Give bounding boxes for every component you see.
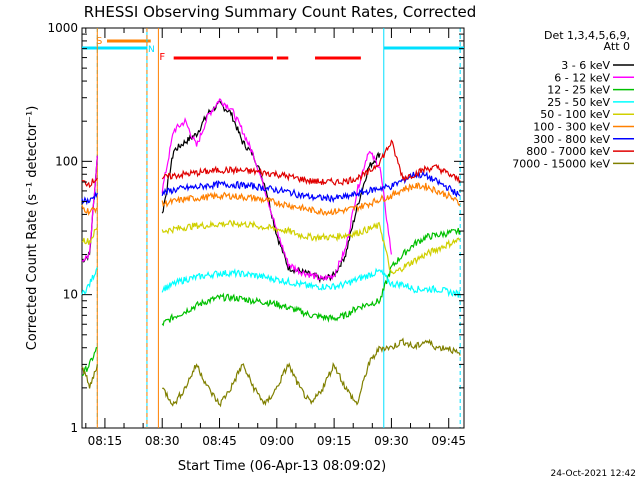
legend-label: 3 - 6 keV bbox=[561, 59, 610, 72]
night-flag-label: N bbox=[148, 45, 155, 55]
legend-label: 50 - 100 keV bbox=[540, 108, 610, 121]
x-tick-label: 09:00 bbox=[260, 434, 295, 448]
series-line-3 bbox=[161, 267, 461, 298]
y-tick-label: 1000 bbox=[47, 21, 78, 35]
series-line-1 bbox=[81, 155, 98, 263]
x-tick-label: 08:15 bbox=[88, 434, 123, 448]
flare-flag-label: F bbox=[159, 52, 165, 63]
y-tick-label: 1 bbox=[70, 421, 78, 435]
x-tick-label: 09:45 bbox=[431, 434, 466, 448]
x-tick-label: 08:45 bbox=[202, 434, 237, 448]
legend-subtitle: Att 0 bbox=[604, 40, 630, 53]
saa-flag-label: S bbox=[96, 36, 102, 47]
x-axis: 08:15 08:30 08:45 09:00 09:15 09:30 09:45 bbox=[85, 28, 466, 448]
series-line-2 bbox=[81, 347, 98, 377]
series-line-5 bbox=[161, 182, 461, 217]
series-line-6 bbox=[81, 191, 98, 206]
plot-area bbox=[81, 27, 465, 429]
x-axis-label: Start Time (06-Apr-13 08:09:02) bbox=[178, 459, 386, 474]
series-line-0 bbox=[161, 100, 381, 284]
y-tick-label: 10 bbox=[63, 288, 78, 302]
series-line-6 bbox=[161, 170, 461, 204]
legend-label: 7000 - 15000 keV bbox=[512, 157, 610, 170]
series-line-7 bbox=[161, 139, 461, 186]
series-layer bbox=[81, 98, 461, 408]
series-line-2 bbox=[161, 227, 461, 327]
legend-label: 6 - 12 keV bbox=[554, 71, 610, 84]
series-line-3 bbox=[81, 267, 98, 296]
y-axis: 1 10 100 1000 bbox=[47, 21, 464, 435]
series-line-4 bbox=[161, 219, 461, 275]
series-line-5 bbox=[81, 204, 98, 217]
flags-layer: S NF bbox=[82, 36, 464, 63]
legend-label: 800 - 7000 keV bbox=[526, 145, 610, 158]
series-line-1 bbox=[161, 98, 392, 281]
y-axis-label: Corrected Count Rate (s⁻¹ detector⁻¹) bbox=[25, 106, 40, 351]
x-tick-label: 09:30 bbox=[374, 434, 409, 448]
x-tick-label: 08:30 bbox=[145, 434, 180, 448]
chart-title: RHESSI Observing Summary Count Rates, Co… bbox=[84, 3, 477, 21]
plot-border bbox=[81, 27, 465, 429]
series-line-7 bbox=[81, 177, 98, 189]
footer-timestamp: 24-Oct-2021 12:42 bbox=[551, 469, 636, 479]
legend-label: 300 - 800 keV bbox=[533, 133, 610, 146]
legend-label: 12 - 25 keV bbox=[547, 84, 610, 97]
x-tick-label: 09:15 bbox=[317, 434, 352, 448]
series-line-4 bbox=[81, 227, 98, 245]
series-line-8 bbox=[162, 337, 461, 408]
legend-label: 25 - 50 keV bbox=[547, 96, 610, 109]
y-tick-label: 100 bbox=[55, 154, 78, 168]
markers-layer bbox=[96, 28, 461, 428]
legend-label: 100 - 300 keV bbox=[533, 121, 610, 134]
series-line-8 bbox=[81, 364, 98, 389]
legend-title: Det 1,3,4,5,6,9, bbox=[544, 29, 630, 42]
